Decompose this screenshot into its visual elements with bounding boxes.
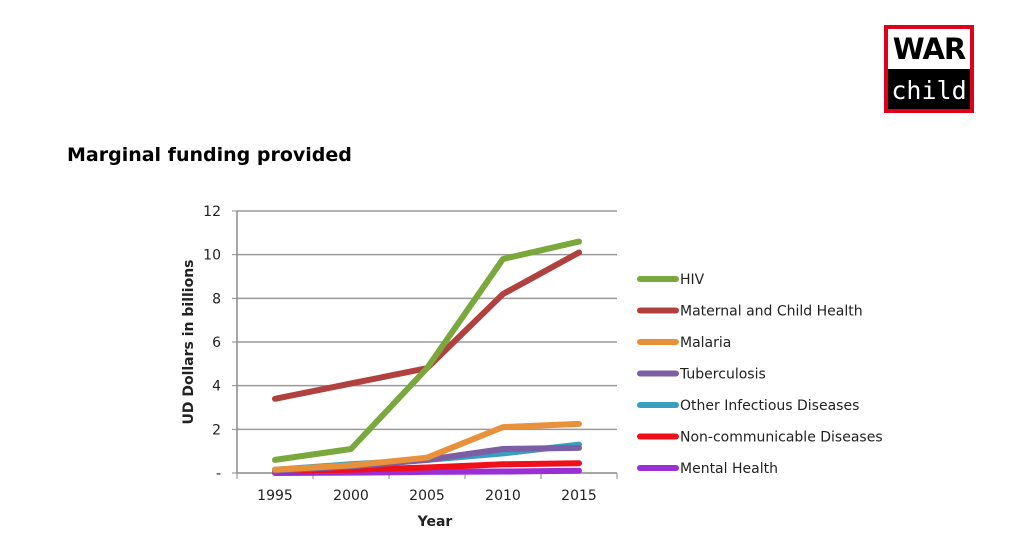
legend-label: HIV — [680, 272, 705, 288]
y-tick-label: 10 — [203, 248, 221, 264]
y-tick-label: 8 — [212, 291, 221, 307]
x-tick-label: 1995 — [257, 488, 293, 504]
legend-label: Mental Health — [680, 461, 778, 477]
legend-label: Maternal and Child Health — [680, 304, 863, 320]
legend-label: Malaria — [680, 335, 731, 351]
y-tick-label: 6 — [212, 335, 221, 351]
logo-word-war: WAR — [888, 29, 970, 69]
legend-label: Non-communicable Diseases — [680, 430, 883, 446]
y-axis-title: UD Dollars in billions — [181, 259, 197, 424]
x-axis-title: Year — [417, 514, 453, 530]
y-tick-label: - — [216, 466, 221, 482]
logo-word-child: child — [891, 75, 967, 105]
y-tick-label: 12 — [203, 204, 221, 220]
series-line-malaria — [272, 420, 582, 473]
series-line-maternal-and-child-health — [272, 249, 582, 402]
x-tick-label: 2015 — [561, 488, 597, 504]
x-tick-label: 2000 — [333, 488, 369, 504]
page-title: Marginal funding provided — [67, 144, 352, 166]
legend-label: Other Infectious Diseases — [680, 398, 859, 414]
series-line-hiv — [272, 238, 582, 463]
legend-label: Tuberculosis — [679, 367, 766, 383]
y-tick-label: 2 — [212, 422, 221, 438]
war-child-logo: WAR child — [884, 25, 974, 113]
x-tick-label: 2010 — [485, 488, 521, 504]
y-tick-label: 4 — [212, 379, 221, 395]
x-tick-label: 2005 — [409, 488, 445, 504]
